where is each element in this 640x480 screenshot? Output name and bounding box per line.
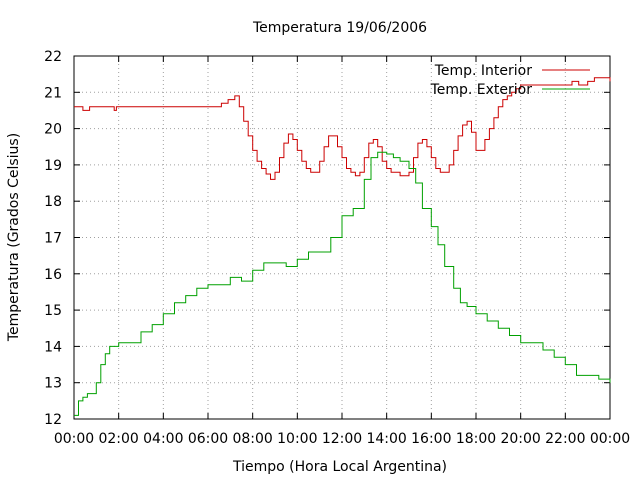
y-tick-label: 16 [44,267,62,283]
y-axis-label: Temperatura (Grados Celsius) [6,133,22,342]
x-tick-labels: 00:00 02:00 04:00 06:00 08:00 10:00 12:00 14:00… [54,431,630,447]
series-lines [74,77,611,416]
chart-title: Temperatura 19/06/2006 [252,20,427,36]
x-tick-label: 06:00 [188,431,228,447]
x-tick-label: 02:00 [98,431,138,447]
y-tick-label: 21 [44,85,62,101]
x-tick-label: 10:00 [277,431,317,447]
x-tick-label: 22:00 [545,431,585,447]
x-tick-label: 00:00 [54,431,94,447]
x-tick-label: 16:00 [411,431,451,447]
x-tick-label: 00:00 [590,431,630,447]
y-tick-label: 13 [44,376,62,392]
y-tick-label: 17 [44,231,62,247]
series-line-interior [74,77,611,180]
axis-ticks [73,55,611,420]
y-tick-labels: 12 13 14 15 16 17 18 19 20 21 22 [44,49,62,428]
y-tick-label: 14 [44,339,62,355]
legend-label-exterior: Temp. Exterior [430,82,533,98]
x-tick-label: 08:00 [232,431,272,447]
legend: Temp. Interior Temp. Exterior [430,63,590,98]
x-tick-label: 14:00 [366,431,406,447]
legend-label-interior: Temp. Interior [434,63,533,79]
x-tick-label: 12:00 [322,431,362,447]
x-tick-label: 04:00 [143,431,183,447]
x-tick-label: 18:00 [456,431,496,447]
y-tick-label: 15 [44,303,62,319]
y-tick-label: 18 [44,194,62,210]
y-tick-label: 12 [44,412,62,428]
y-tick-label: 22 [44,49,62,65]
x-tick-label: 20:00 [500,431,540,447]
y-tick-label: 19 [44,158,62,174]
y-tick-label: 20 [44,122,62,138]
series-line-exterior [74,151,611,416]
x-axis-label: Tiempo (Hora Local Argentina) [232,459,447,475]
